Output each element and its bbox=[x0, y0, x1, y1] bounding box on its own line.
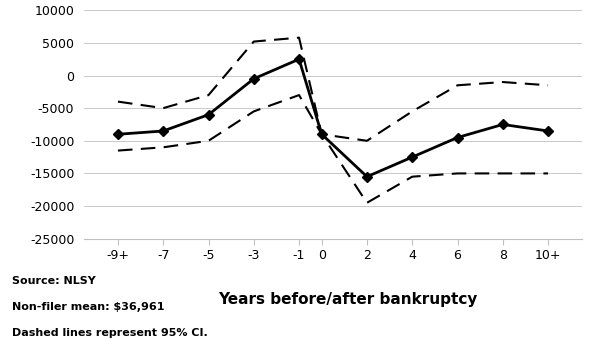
Text: Dashed lines represent 95% CI.: Dashed lines represent 95% CI. bbox=[12, 328, 208, 338]
Text: Years before/after bankruptcy: Years before/after bankruptcy bbox=[218, 292, 478, 307]
Text: Non-filer mean: $36,961: Non-filer mean: $36,961 bbox=[12, 302, 164, 312]
Text: Source: NLSY: Source: NLSY bbox=[12, 277, 96, 286]
